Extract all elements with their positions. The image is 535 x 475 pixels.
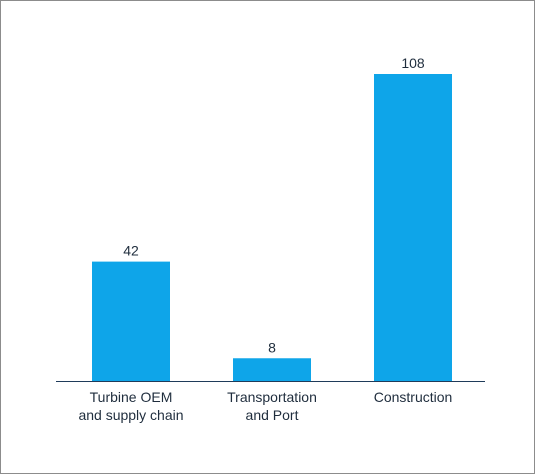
value-label-0: 42 <box>123 243 139 259</box>
category-label-1: Transportation and Port <box>227 389 317 423</box>
category-label-2: Construction <box>374 389 453 405</box>
category-label-line: Turbine OEM <box>90 389 173 405</box>
category-label-line: Construction <box>374 389 453 405</box>
bar-1 <box>233 358 311 381</box>
value-label-1: 8 <box>268 339 276 355</box>
category-label-line: and Port <box>246 407 299 423</box>
value-label-2: 108 <box>401 55 425 71</box>
category-label-line: and supply chain <box>78 407 183 423</box>
category-label-0: Turbine OEM and supply chain <box>78 389 183 423</box>
category-label-line: Transportation <box>227 389 317 405</box>
bar-0 <box>92 261 170 381</box>
bar-2 <box>374 74 452 381</box>
